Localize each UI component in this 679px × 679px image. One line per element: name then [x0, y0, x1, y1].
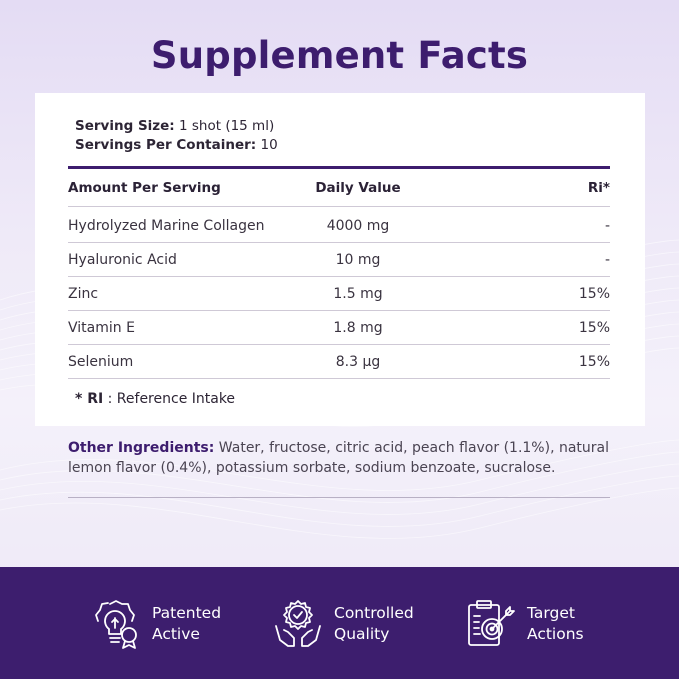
row-divider: [68, 310, 610, 311]
header-ri: Ri*: [587, 180, 610, 196]
nutrient-ri: 15%: [578, 286, 610, 302]
row-divider: [68, 276, 610, 277]
nutrient-ri: -: [604, 218, 610, 234]
nutrient-name: Selenium: [68, 354, 134, 370]
nutrient-name: Hyaluronic Acid: [68, 252, 177, 268]
feature-controlled-quality: Controlled Quality: [272, 597, 414, 651]
table-row: Hydrolyzed Marine Collagen 4000 mg -: [68, 209, 610, 243]
table-row: Zinc 1.5 mg 15%: [68, 277, 610, 311]
hands-quality-badge-icon: [275, 600, 321, 647]
row-divider: [68, 378, 610, 379]
serving-size-value: 1 shot (15 ml): [179, 118, 275, 134]
table-header: Amount Per Serving Daily Value Ri*: [68, 175, 610, 205]
nutrient-amount: 10 mg: [335, 252, 381, 268]
serving-size-label: Serving Size:: [75, 118, 175, 134]
row-divider: [68, 242, 610, 243]
nutrient-name: Vitamin E: [68, 320, 135, 336]
serving-info: Serving Size: 1 shot (15 ml) Servings Pe…: [75, 117, 278, 155]
feature-label: Patented Active: [152, 604, 222, 643]
row-divider: [68, 206, 610, 207]
feature-label: Controlled Quality: [334, 604, 414, 643]
footnote: * RI : Reference Intake: [75, 391, 235, 407]
feature-target-actions: Target Actions: [465, 597, 584, 651]
clipboard-target-icon: [468, 600, 515, 646]
nutrient-amount: 4000 mg: [326, 218, 390, 234]
header-divider: [68, 166, 610, 169]
footnote-text: : Reference Intake: [107, 391, 236, 407]
servings-per-container-value: 10: [260, 137, 278, 153]
row-divider: [68, 344, 610, 345]
table-row: Vitamin E 1.8 mg 15%: [68, 311, 610, 345]
header-amount: Amount Per Serving: [68, 180, 221, 196]
nutrient-name: Hydrolyzed Marine Collagen: [68, 218, 265, 234]
other-ingredients-text: Water, fructose, citric acid, peach flav…: [68, 440, 610, 476]
table-row: Hyaluronic Acid 10 mg -: [68, 243, 610, 277]
nutrient-name: Zinc: [68, 286, 99, 302]
other-ingredients: Other Ingredients: Water, fructose, citr…: [68, 438, 628, 478]
servings-per-container-label: Servings Per Container:: [75, 137, 257, 153]
page-title: Supplement Facts: [150, 34, 529, 77]
lightbulb-badge-icon: [95, 600, 137, 649]
header-daily-value: Daily Value: [315, 180, 401, 196]
ingredients-divider: [68, 497, 610, 498]
features-band: Patented Active Controlled Quality Targe…: [0, 567, 679, 679]
other-ingredients-label: Other Ingredients:: [68, 440, 215, 456]
nutrient-ri: 15%: [578, 354, 610, 370]
nutrient-amount: 8.3 µg: [335, 354, 381, 370]
nutrient-ri: -: [604, 252, 610, 268]
feature-label: Target Actions: [527, 604, 584, 643]
nutrient-ri: 15%: [578, 320, 610, 336]
table-row: Selenium 8.3 µg 15%: [68, 345, 610, 379]
nutrient-amount: 1.5 mg: [333, 286, 383, 302]
footnote-key: * RI: [75, 391, 104, 407]
facts-card: Serving Size: 1 shot (15 ml) Servings Pe…: [35, 93, 645, 426]
feature-patented-active: Patented Active: [90, 597, 221, 651]
nutrient-amount: 1.8 mg: [333, 320, 383, 336]
